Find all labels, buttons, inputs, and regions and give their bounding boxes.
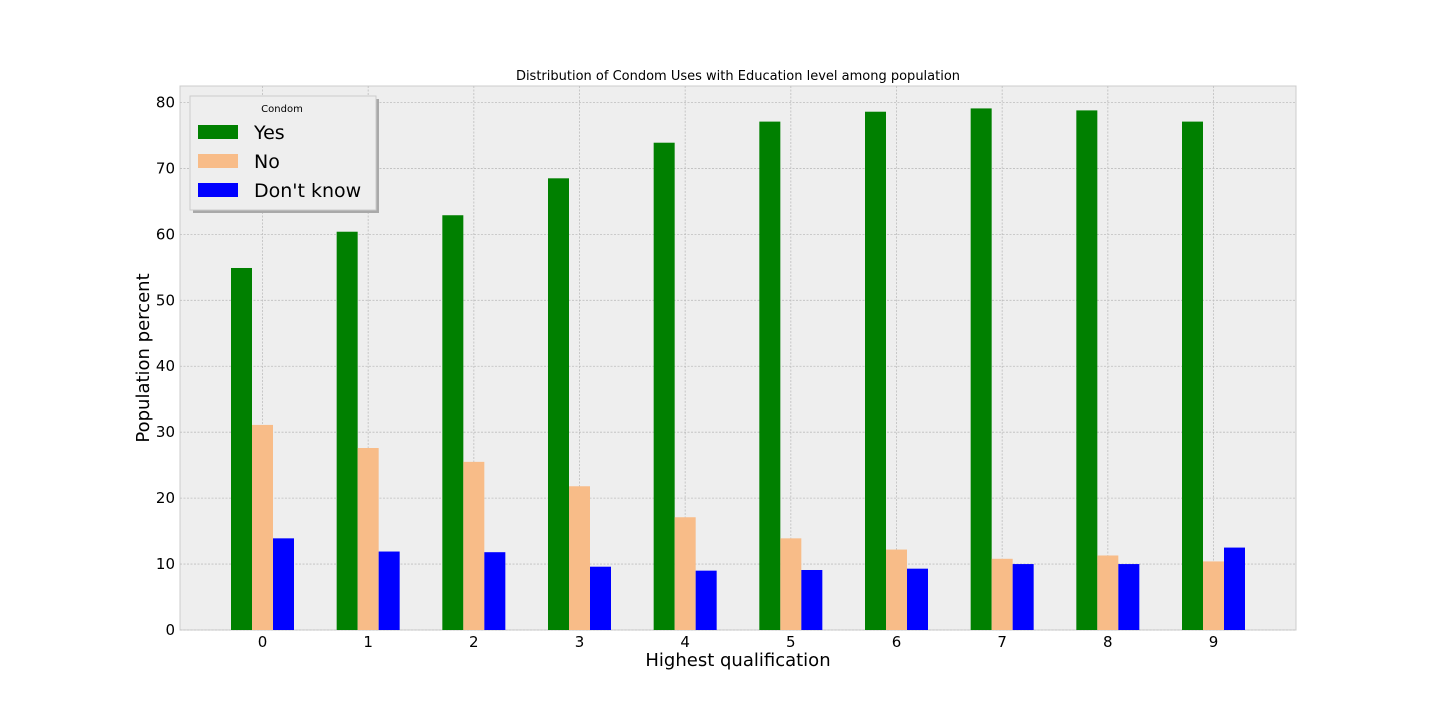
bar-yes-9 [1182,121,1203,630]
x-tick-label: 7 [997,633,1007,651]
x-tick-label: 2 [469,633,479,651]
tick-labels: 0 10 20 30 40 50 60 70 80 0 1 2 3 4 5 6 7 8 9 [156,93,1218,651]
bar-don-t-know-4 [695,570,717,630]
bar-don-t-know-0 [273,538,294,630]
y-tick-label: 10 [156,555,175,573]
bar-don-t-know-6 [907,568,928,630]
bar-no-0 [252,424,273,630]
y-tick-label: 70 [156,159,175,177]
legend-label: Yes [253,122,285,144]
x-axis-label: Highest qualification [645,650,830,671]
legend-items: Yes No Don't know [198,122,361,202]
legend: Condom Yes No Don't know [189,95,379,213]
x-tick-label: 5 [786,633,796,651]
bars [231,108,1245,631]
y-tick-label: 30 [156,423,175,441]
bar-don-t-know-2 [484,552,506,630]
bar-yes-7 [970,108,992,631]
bar-don-t-know-7 [1012,564,1034,630]
y-tick-label: 50 [156,291,175,309]
bar-no-9 [1203,561,1224,630]
x-tick-label: 3 [575,633,585,651]
bar-no-4 [674,517,696,630]
legend-swatch [198,183,238,197]
x-tick-label: 0 [258,633,268,651]
x-tick-label: 6 [892,633,902,651]
bar-don-t-know-3 [590,566,611,630]
bar-no-1 [357,448,379,630]
y-tick-label: 40 [156,357,175,375]
legend-label: Don't know [254,180,361,202]
legend-swatch [198,125,238,139]
bar-yes-2 [442,215,464,630]
y-tick-label: 60 [156,225,175,243]
x-tick-label: 4 [680,633,690,651]
bar-no-7 [991,558,1013,630]
y-tick-label: 80 [156,93,175,111]
y-tick-label: 0 [165,621,175,639]
bar-no-2 [463,461,485,630]
bar-yes-0 [231,267,252,630]
bar-no-8 [1097,555,1119,630]
y-tick-label: 20 [156,489,175,507]
x-tick-label: 9 [1209,633,1219,651]
bar-don-t-know-8 [1118,564,1140,630]
bar-yes-1 [336,231,358,630]
legend-label: No [254,151,280,173]
bar-don-t-know-5 [801,569,823,630]
legend-title: Condom [261,104,303,115]
bar-no-5 [780,538,802,630]
bar-yes-8 [1076,110,1098,630]
x-tick-label: 8 [1103,633,1113,651]
bar-don-t-know-1 [378,551,400,630]
bar-don-t-know-9 [1224,547,1245,630]
bar-no-3 [569,486,590,630]
bar-yes-5 [759,121,781,630]
chart-title: Distribution of Condom Uses with Educati… [516,69,960,84]
bar-yes-3 [548,178,569,630]
y-axis-label: Population percent [133,273,154,442]
legend-swatch [198,154,238,168]
x-tick-label: 1 [363,633,373,651]
bar-no-6 [886,549,907,630]
bar-yes-4 [653,142,675,630]
bar-yes-6 [865,111,886,630]
